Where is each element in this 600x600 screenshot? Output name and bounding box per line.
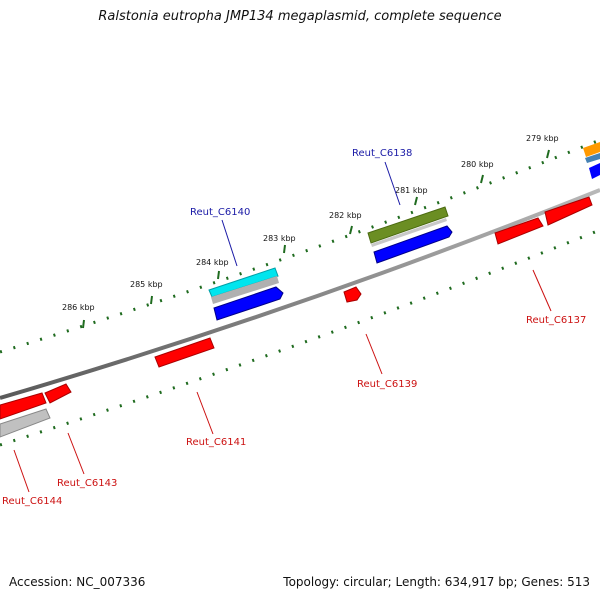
gene-labels: Reut_C6138 Reut_C6140 Reut_C6137 Reut_C6… [2,148,586,507]
gene-feature [583,142,600,157]
inner-tick-ring [0,228,600,447]
tick-label: 285 kbp [130,280,163,289]
gene-label-reut-c6140: Reut_C6140 [190,207,250,218]
gene-feature [213,286,284,321]
gene-feature [208,267,279,298]
leader-lines [13,161,552,493]
topology-text: Topology: circular; Length: 634,917 bp; … [283,575,590,589]
gene-label-reut-c6141: Reut_C6141 [186,437,246,448]
tick-labels: 286 kbp 285 kbp 284 kbp 283 kbp 282 kbp … [62,134,559,312]
gene-feature [589,163,600,179]
major-ticks [82,149,550,329]
gene-feature [367,206,449,244]
gene-feature [585,153,600,163]
tick-label: 284 kbp [196,258,229,267]
gene-feature [343,286,362,303]
tick-label: 283 kbp [263,234,296,243]
tick-label: 286 kbp [62,303,95,312]
gene-label-reut-c6144: Reut_C6144 [2,496,62,507]
map-title: Ralstonia eutropha JMP134 megaplasmid, c… [98,9,502,24]
gene-label-reut-c6139: Reut_C6139 [357,379,417,390]
accession-text: Accession: NC_007336 [9,575,146,589]
gene-feature [494,217,544,245]
gene-feature [0,408,51,438]
gene-feature [373,225,453,264]
gene-feature [371,218,447,247]
gene-label-reut-c6143: Reut_C6143 [57,478,117,489]
tick-label: 279 kbp [526,134,559,143]
gene-feature [211,276,279,304]
gene-label-reut-c6137: Reut_C6137 [526,315,586,326]
gene-feature [44,383,72,404]
tick-label: 280 kbp [461,160,494,169]
gene-label-reut-c6138: Reut_C6138 [352,148,412,159]
gene-feature [544,196,593,226]
tick-label: 282 kbp [329,211,362,220]
tick-label: 281 kbp [395,186,428,195]
backbone-line [0,188,600,400]
gene-feature [0,392,47,420]
gene-feature [154,337,215,368]
gene-features[interactable] [0,142,600,438]
outer-tick-ring [0,138,600,354]
